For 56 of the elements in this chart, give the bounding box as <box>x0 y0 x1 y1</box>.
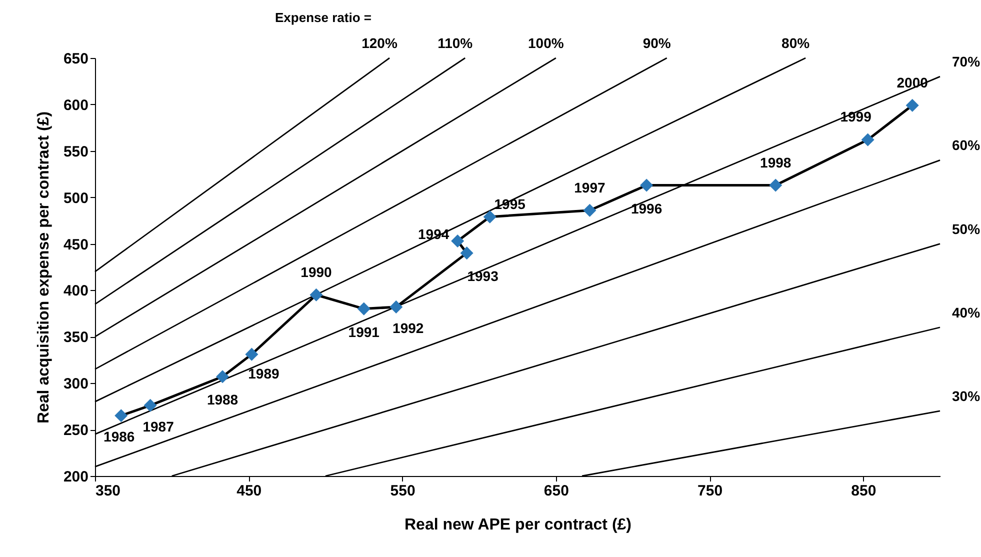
series-label: 70% <box>952 54 981 70</box>
annotation: 1991 <box>348 324 380 340</box>
point <box>861 133 874 146</box>
y-tick-label: 650 <box>63 50 88 68</box>
point <box>310 288 323 302</box>
series-label: 60% <box>952 137 981 154</box>
y-tick-label: 450 <box>63 236 88 254</box>
series-label: 50% <box>952 220 981 237</box>
annotation: 1992 <box>392 320 424 336</box>
series-label: 100% <box>528 35 564 51</box>
x-tick-label: 850 <box>851 482 876 500</box>
point <box>906 98 919 112</box>
series-label: 80% <box>782 35 810 51</box>
point <box>769 178 782 192</box>
y-tick-label: 500 <box>63 190 88 207</box>
series-label: 30% <box>952 388 981 404</box>
point <box>114 409 128 422</box>
point <box>460 246 474 260</box>
y-tick-label: 350 <box>63 329 88 346</box>
x-tick-label: 550 <box>390 482 416 500</box>
x-tick-label: 650 <box>544 482 569 500</box>
annotation: 1988 <box>206 392 238 408</box>
x-tick-label: 750 <box>698 482 723 500</box>
y-tick-label: 300 <box>63 376 88 393</box>
text: Expense ratio = <box>275 10 372 25</box>
annotation: 1996 <box>630 200 662 216</box>
annotation: 1990 <box>300 264 332 280</box>
y-tick-label: 400 <box>63 282 88 300</box>
point <box>390 300 403 314</box>
point <box>357 302 370 316</box>
annotation: 1999 <box>840 108 872 125</box>
point <box>451 234 464 248</box>
x-tick-label: 350 <box>96 482 121 500</box>
series-label: 40% <box>952 304 981 320</box>
point <box>216 370 230 384</box>
x-axis-title: Real new APE per contract (£) <box>404 516 632 534</box>
point <box>144 398 157 412</box>
y-tick-label: 250 <box>63 422 88 440</box>
annotation: 1998 <box>760 154 792 170</box>
series-label: 120% <box>362 35 398 51</box>
annotation: 1989 <box>248 365 280 382</box>
annotation: 1986 <box>104 428 135 445</box>
annotation: 1993 <box>467 268 499 284</box>
annotation: 1997 <box>574 179 606 196</box>
annotation: 1987 <box>142 418 174 434</box>
point <box>640 178 654 192</box>
x-tick-label: 450 <box>236 482 262 500</box>
series-label: 110% <box>438 35 474 51</box>
point <box>483 210 496 224</box>
series-label: 90% <box>642 35 672 51</box>
y-axis-title: Real acquisition expense per contract (£) <box>35 111 52 424</box>
y-tick-label: 550 <box>63 143 88 160</box>
y-tick-label: 200 <box>63 468 88 486</box>
point <box>583 204 596 217</box>
y-tick-label: 600 <box>63 96 88 114</box>
point <box>245 348 258 361</box>
